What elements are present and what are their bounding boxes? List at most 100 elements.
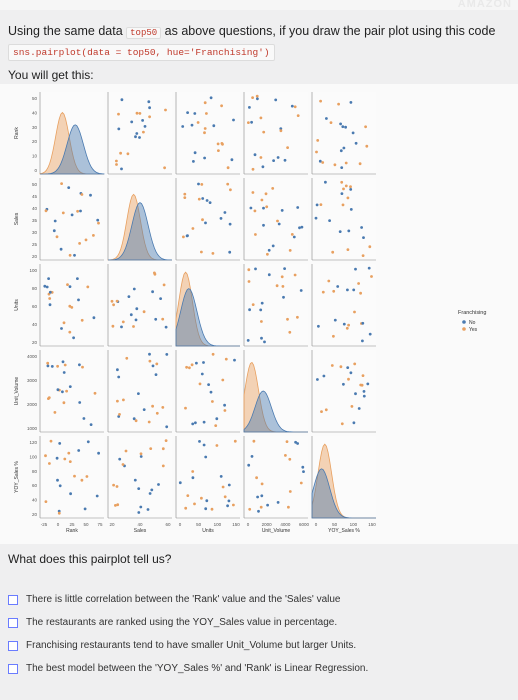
scatter-point [163, 166, 167, 170]
scatter-point [55, 456, 59, 460]
scatter-point [150, 488, 154, 492]
x-tick-label: 0 [57, 522, 60, 527]
scatter-point [275, 284, 279, 288]
scatter-point [319, 99, 322, 103]
scatter-point [299, 289, 303, 292]
subplot-4-0 [40, 436, 104, 518]
scatter-point [250, 120, 254, 124]
scatter-point [137, 487, 141, 490]
x-tick-label: 6000 [299, 522, 310, 527]
subplot-3-0 [40, 350, 104, 432]
kde-no [311, 468, 376, 519]
x-tick-label: 150 [368, 522, 376, 527]
scatter-point [362, 390, 366, 393]
scatter-point [353, 310, 356, 314]
scatter-point [299, 481, 303, 485]
scatter-point [281, 285, 285, 288]
y-tick-label: 30 [32, 230, 38, 235]
scatter-point [155, 362, 159, 366]
scatter-point [233, 439, 237, 443]
legend-entry: Yes [469, 327, 478, 333]
subplot-2-3 [244, 264, 308, 346]
scatter-point [232, 503, 235, 507]
scatter-point [292, 235, 296, 239]
scatter-point [265, 205, 269, 209]
scatter-point [274, 98, 278, 102]
scatter-point [198, 440, 201, 443]
scatter-point [58, 484, 62, 488]
answer-options: There is little correlation between the … [8, 588, 508, 680]
scatter-point [359, 291, 362, 295]
checkbox[interactable] [8, 617, 18, 628]
kde-no [107, 202, 173, 261]
x-axis-label: Unit_Volume [262, 528, 291, 534]
scatter-point [72, 336, 75, 340]
scatter-point [329, 121, 333, 124]
x-tick-label: 0 [179, 522, 182, 527]
scatter-point [282, 295, 285, 299]
scatter-point [327, 279, 331, 283]
scatter-point [279, 127, 283, 130]
scatter-point [209, 96, 213, 100]
scatter-point [47, 277, 50, 280]
scatter-point [76, 277, 79, 280]
scatter-point [151, 404, 155, 408]
scatter-point [347, 229, 351, 233]
scatter-point [296, 315, 299, 319]
scatter-point [89, 423, 93, 426]
checkbox[interactable] [8, 640, 18, 651]
scatter-point [73, 253, 76, 257]
scatter-point [221, 485, 225, 489]
scatter-point [346, 248, 350, 252]
scatter-point [126, 152, 130, 156]
scatter-point [148, 115, 152, 119]
scatter-point [300, 225, 304, 229]
checkbox[interactable] [8, 594, 18, 605]
scatter-point [81, 365, 84, 369]
scatter-point [62, 371, 66, 374]
scatter-point [315, 150, 318, 154]
scatter-point [132, 287, 136, 291]
scatter-point [361, 254, 365, 257]
scatter-point [148, 359, 152, 363]
scatter-point [259, 308, 263, 312]
scatter-point [251, 303, 255, 306]
option-2[interactable]: The restaurants are ranked using the YOY… [8, 611, 508, 634]
scatter-point [354, 267, 357, 271]
scatter-point [228, 222, 232, 226]
scatter-point [116, 368, 119, 372]
scatter-point [284, 454, 287, 457]
scatter-point [271, 187, 275, 190]
scatter-point [182, 235, 185, 239]
scatter-point [135, 132, 139, 135]
scatter-point [288, 249, 292, 252]
scatter-point [221, 378, 225, 382]
scatter-point [248, 507, 252, 511]
scatter-point [138, 112, 142, 115]
scatter-point [247, 280, 251, 283]
scatter-point [342, 146, 346, 150]
checkbox[interactable] [8, 663, 18, 674]
scatter-point [202, 443, 206, 447]
scatter-point [262, 130, 266, 134]
x-tick-label: 50 [332, 522, 338, 527]
option-4[interactable]: The best model between the 'YOY_Sales %'… [8, 657, 508, 680]
scatter-point [197, 182, 200, 186]
scatter-point [328, 219, 331, 223]
scatter-point [119, 151, 122, 155]
scatter-point [67, 186, 71, 189]
scatter-point [192, 160, 195, 163]
scatter-point [259, 156, 263, 159]
option-3[interactable]: Franchising restaurants tend to have sma… [8, 634, 508, 657]
scatter-point [314, 216, 318, 220]
scatter-point [134, 419, 138, 423]
scatter-point [319, 203, 323, 206]
scatter-point [286, 146, 289, 149]
scatter-point [191, 227, 195, 230]
option-1[interactable]: There is little correlation between the … [8, 588, 508, 611]
scatter-point [47, 397, 50, 400]
scatter-point [138, 136, 141, 139]
pairplot-svg: 50403020100Rank50454035302520Sales100806… [14, 92, 486, 534]
scatter-point [202, 361, 205, 364]
x-tick-label: 50 [83, 522, 89, 527]
